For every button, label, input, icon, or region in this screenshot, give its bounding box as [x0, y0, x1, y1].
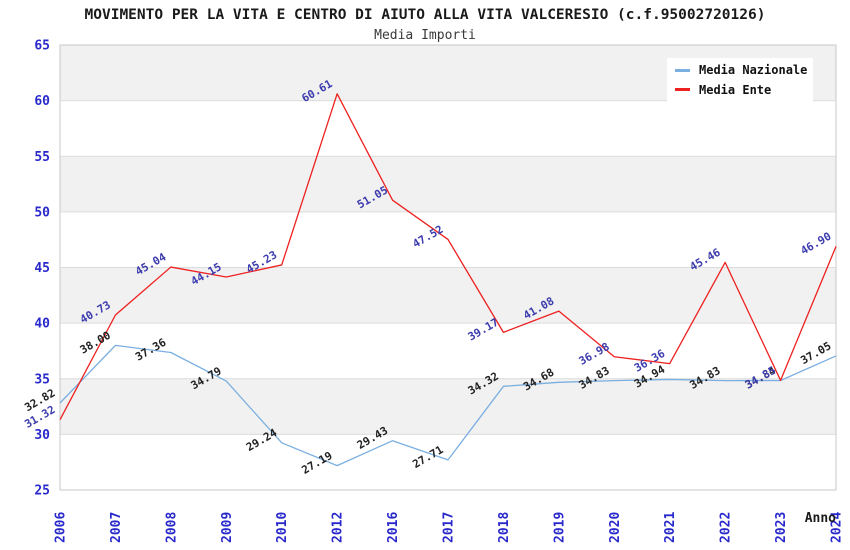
y-tick-label: 35: [34, 372, 50, 387]
y-tick-label: 65: [34, 39, 50, 54]
x-tick-label: 2006: [54, 512, 69, 543]
y-tick-label: 45: [34, 261, 50, 276]
y-axis-tick-labels: 25 30 35 40 45 50 55 60 65: [34, 39, 50, 499]
legend-label-media-ente: Media Ente: [699, 82, 772, 97]
x-tick-label: 2009: [220, 512, 235, 543]
y-tick-label: 30: [34, 428, 50, 443]
media-nazionale-line-swatch: [675, 68, 690, 72]
y-tick-label: 60: [34, 94, 50, 109]
x-axis-title: Anno: [805, 511, 836, 526]
chart-title: MOVIMENTO PER LA VITA E CENTRO DI AIUTO …: [84, 7, 766, 23]
x-tick-label: 2016: [386, 512, 401, 543]
line-media-nazionale: [59, 344, 837, 467]
band: [60, 156, 836, 212]
band: [60, 323, 836, 379]
chart-subtitle: Media Importi: [374, 28, 476, 43]
x-tick-label: 2018: [497, 512, 512, 543]
x-axis-tick-labels: 2006 2007 2008 2009 2010 2012 2016 2017 2018 2019…: [54, 512, 845, 543]
y-tick-label: 55: [34, 150, 50, 165]
x-tick-label: 2021: [663, 512, 678, 543]
x-tick-label: 2024: [830, 512, 845, 543]
y-tick-label: 50: [34, 205, 50, 220]
x-tick-label: 2019: [552, 512, 567, 543]
line-media-ente: [59, 93, 837, 420]
legend: Media Nazionale Media Ente: [667, 58, 813, 102]
x-tick-label: 2023: [774, 512, 789, 543]
band: [60, 434, 836, 490]
x-tick-label: 2008: [164, 512, 179, 543]
x-tick-label: 2010: [275, 512, 290, 543]
plot-border-rect: [59, 44, 837, 491]
x-tick-label: 2012: [331, 512, 346, 543]
legend-label-media-nazionale: Media Nazionale: [699, 63, 808, 78]
legend-item-media-nazionale: Media Nazionale: [667, 63, 813, 77]
plot-border: [59, 44, 837, 491]
x-tick-label: 2017: [442, 512, 457, 543]
x-tick-label: 2007: [109, 512, 124, 543]
band: [60, 100, 836, 157]
band: [60, 378, 836, 435]
gridlines: [60, 100, 836, 435]
band: [60, 267, 836, 324]
y-tick-label: 25: [34, 484, 50, 499]
x-tick-label: 2020: [608, 512, 623, 543]
series-lines: [59, 93, 837, 467]
y-tick-label: 40: [34, 317, 50, 332]
x-tick-label: 2022: [719, 512, 734, 543]
legend-item-media-ente: Media Ente: [667, 83, 813, 97]
media-ente-line-swatch: [675, 88, 690, 92]
